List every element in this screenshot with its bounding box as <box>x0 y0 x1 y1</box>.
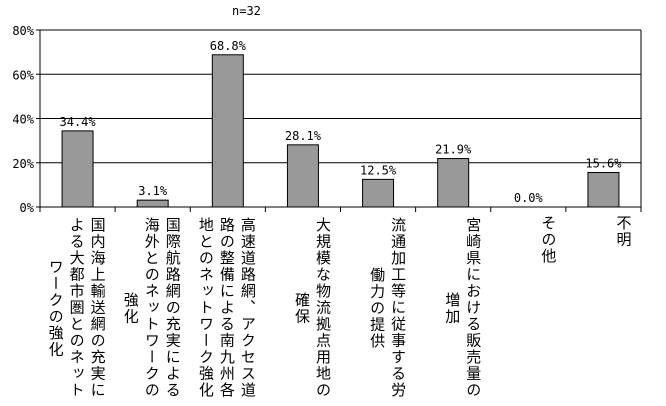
x-category-label: 不明 <box>614 215 633 248</box>
y-tick-label: 80% <box>12 24 34 38</box>
data-label: 34.4% <box>60 115 97 129</box>
data-label: 68.8% <box>210 39 247 53</box>
x-category-label: 大規模な物流拠点用地の確保 <box>292 217 332 399</box>
bar <box>437 158 470 208</box>
data-label: 0.0% <box>514 191 544 205</box>
bar <box>587 171 620 208</box>
x-category-label: 流通加工等に従事する労働力の提供 <box>368 217 408 399</box>
y-tick-label: 0% <box>20 201 35 215</box>
bar <box>286 144 319 208</box>
data-label: 3.1% <box>138 184 168 198</box>
bar <box>61 130 94 208</box>
y-tick-label: 20% <box>12 157 34 171</box>
y-tick-label: 40% <box>12 113 34 127</box>
data-label: 15.6% <box>585 156 622 170</box>
x-category-label: 国内海上輸送網の充実による大都市圏とのネットワークの強化 <box>46 217 107 399</box>
y-tick-label: 60% <box>12 68 34 82</box>
data-label: 28.1% <box>285 129 322 143</box>
x-category-label: その他 <box>539 215 558 265</box>
x-category-label: 高速道路網、アクセス道路の整備による南九州各地とのネットワーク強化 <box>196 217 257 399</box>
bar <box>362 178 395 208</box>
bar <box>136 199 169 208</box>
sample-size-note: n=32 <box>232 4 261 18</box>
data-label: 12.5% <box>360 163 397 177</box>
x-category-label: 国際航路網の充実による海外とのネットワークの強化 <box>121 217 182 399</box>
x-category-label: 宮崎県における販売量の増加 <box>443 217 483 399</box>
plot-area: 0% 20% 40% 60% 80% 34.4% 3.1% 68.8% 28.1% 12.5% 21… <box>12 24 642 215</box>
data-label: 21.9% <box>435 143 472 157</box>
bar <box>211 54 244 208</box>
